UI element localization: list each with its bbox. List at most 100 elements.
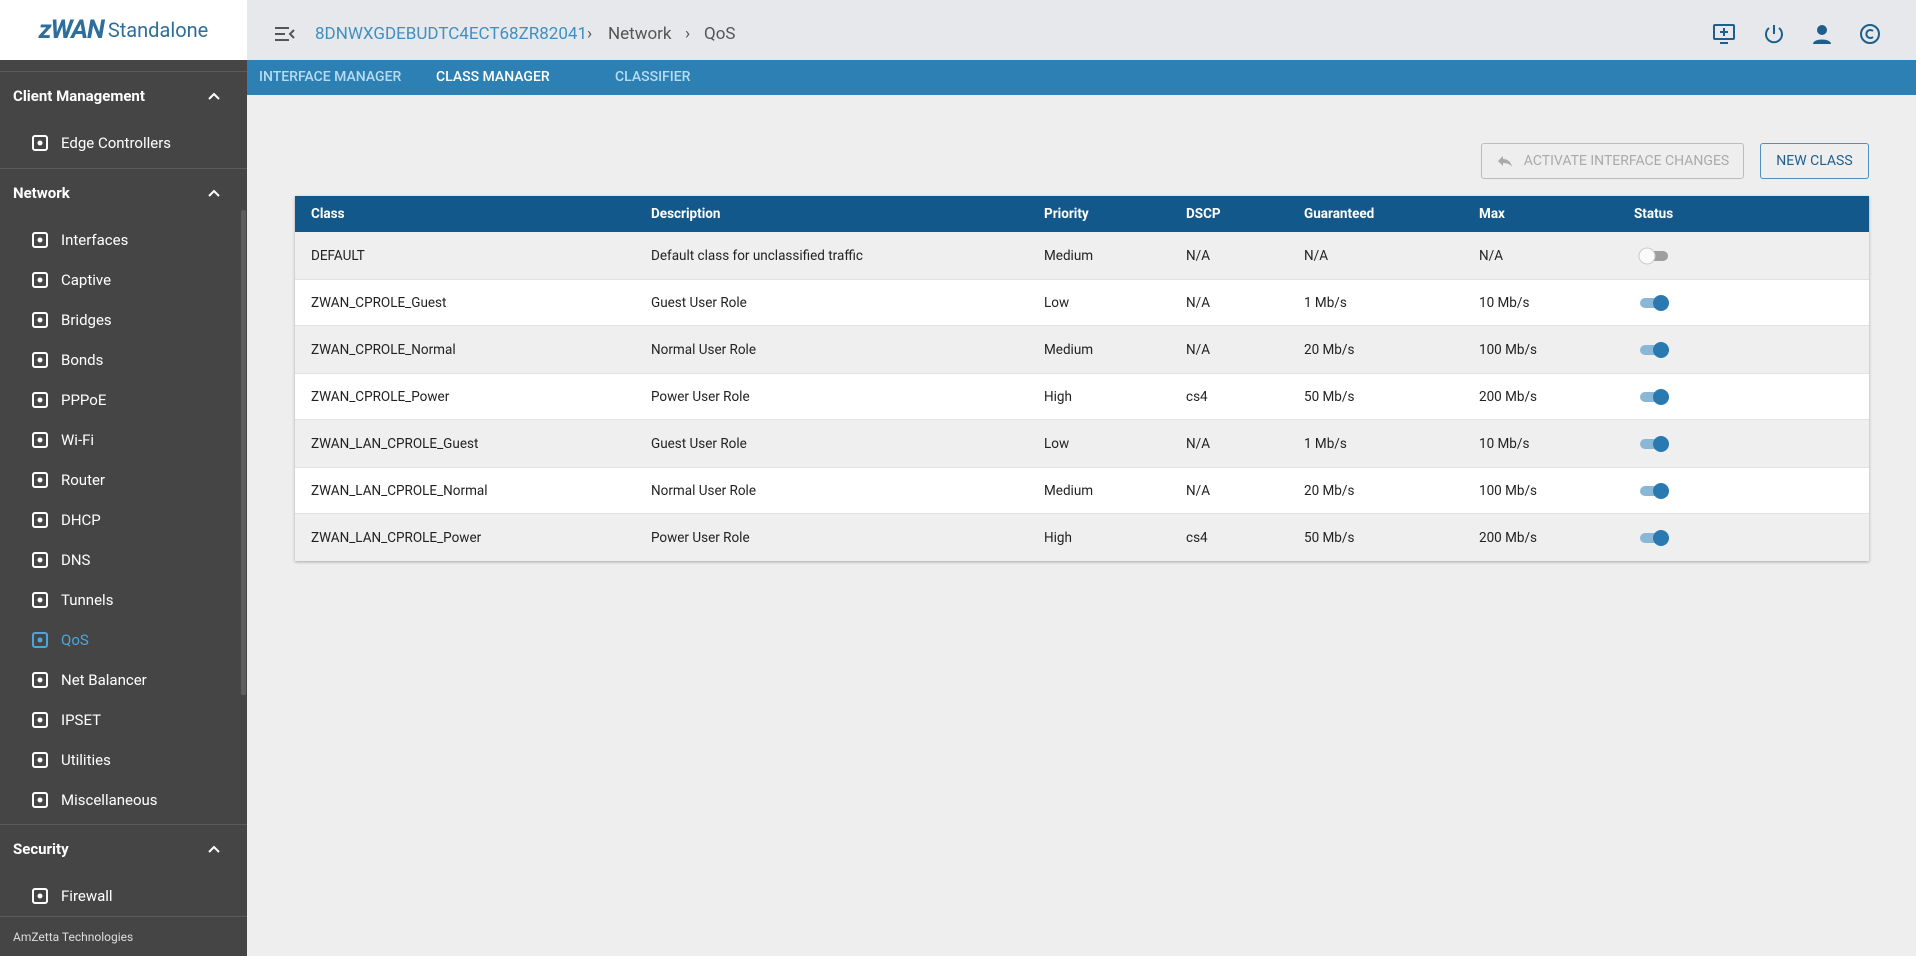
new-class-button[interactable]: NEW CLASS <box>1760 143 1869 179</box>
status-toggle[interactable] <box>1637 246 1673 266</box>
item-icon <box>32 392 48 408</box>
collapse-icon <box>208 189 220 197</box>
sidebar-item[interactable]: Captive <box>0 260 240 300</box>
item-icon <box>32 272 48 288</box>
table-cell: Low <box>1044 294 1070 311</box>
sidebar-item[interactable]: PPPoE <box>0 380 240 420</box>
item-icon <box>32 232 48 248</box>
table-row[interactable]: ZWAN_CPROLE_Power Power User Role High cs4 5… <box>295 373 1869 420</box>
sidebar-item[interactable]: DNS <box>0 540 240 580</box>
sidebar-item[interactable]: Router <box>0 460 240 500</box>
table-row[interactable]: ZWAN_LAN_CPROLE_Guest Guest User Role Low N… <box>295 420 1869 467</box>
sidebar-section[interactable]: Network <box>0 168 247 216</box>
tab[interactable]: INTERFACE MANAGER <box>259 69 402 85</box>
table-cell: N/A <box>1479 247 1504 264</box>
table-cell: 100 Mb/s <box>1479 482 1538 499</box>
power-icon[interactable] <box>1763 23 1785 45</box>
table-cell: Power User Role <box>651 388 750 405</box>
table-cell: N/A <box>1186 482 1211 499</box>
sidebar-item[interactable]: Bonds <box>0 340 240 380</box>
table-cell: 100 Mb/s <box>1479 341 1538 358</box>
scrollbar[interactable] <box>241 210 246 695</box>
sidebar-item[interactable]: Tunnels <box>0 580 240 620</box>
item-icon <box>32 352 48 368</box>
sidebar-item[interactable]: Interfaces <box>0 220 240 260</box>
top-bar: 8DNWXGDEBUDTC4ECT68ZR82041 › Network › Q… <box>247 0 1916 60</box>
sidebar: zWAN Standalone AmZetta Technologies Cli… <box>0 0 247 956</box>
table-cell: Power User Role <box>651 529 750 546</box>
table-row[interactable]: ZWAN_CPROLE_Normal Normal User Role Medium… <box>295 326 1869 373</box>
activate-button[interactable]: ACTIVATE INTERFACE CHANGES <box>1481 143 1744 179</box>
tab[interactable]: CLASSIFIER <box>615 69 691 85</box>
tab[interactable]: CLASS MANAGER <box>436 69 550 85</box>
table-cell: N/A <box>1186 247 1211 264</box>
table-row[interactable]: ZWAN_LAN_CPROLE_Normal Normal User Role Me… <box>295 467 1869 514</box>
table-row[interactable]: ZWAN_CPROLE_Guest Guest User Role Low N/A 1 … <box>295 279 1869 326</box>
undo-icon <box>1497 156 1512 167</box>
sidebar-item[interactable]: Utilities <box>0 740 240 780</box>
column-header: Description <box>651 206 721 222</box>
table-cell: Low <box>1044 435 1070 452</box>
table-cell: N/A <box>1186 435 1211 452</box>
logo[interactable]: zWAN Standalone <box>0 0 247 60</box>
column-header: Max <box>1479 206 1505 222</box>
collapse-icon <box>208 92 220 100</box>
menu-toggle[interactable] <box>273 25 295 43</box>
table-cell: Normal User Role <box>651 341 756 358</box>
breadcrumb-current: QoS <box>704 24 736 44</box>
sidebar-section[interactable]: Security <box>0 824 247 872</box>
item-icon <box>32 712 48 728</box>
table-cell: ZWAN_CPROLE_Power <box>311 388 450 405</box>
breadcrumb-separator: › <box>685 24 691 44</box>
column-header: DSCP <box>1186 206 1221 222</box>
column-header: Status <box>1634 206 1674 222</box>
sidebar-footer: AmZetta Technologies <box>0 916 247 956</box>
table-cell: N/A <box>1186 341 1211 358</box>
status-toggle[interactable] <box>1637 481 1673 501</box>
table-cell: 1 Mb/s <box>1304 435 1347 452</box>
table-cell: 200 Mb/s <box>1479 388 1538 405</box>
table-cell: cs4 <box>1186 388 1208 405</box>
tab-bar: INTERFACE MANAGER CLASS MANAGER CLASSIFIER <box>247 60 1916 95</box>
table-cell: ZWAN_CPROLE_Guest <box>311 294 447 311</box>
table-cell: Medium <box>1044 247 1094 264</box>
table-cell: 50 Mb/s <box>1304 388 1355 405</box>
item-icon <box>32 432 48 448</box>
item-icon <box>32 472 48 488</box>
sidebar-item[interactable]: Wi-Fi <box>0 420 240 460</box>
table-row[interactable]: ZWAN_LAN_CPROLE_Power Power User Role High… <box>295 514 1869 561</box>
sidebar-item[interactable]: Bridges <box>0 300 240 340</box>
table-header: Class Description Priority DSCP Guaranteed Ma… <box>295 196 1869 232</box>
copyright-icon[interactable] <box>1859 23 1881 45</box>
sidebar-item[interactable]: Edge Controllers <box>0 123 240 163</box>
status-toggle[interactable] <box>1637 434 1673 454</box>
status-toggle[interactable] <box>1637 387 1673 407</box>
table-cell: Medium <box>1044 482 1094 499</box>
item-icon <box>32 135 48 151</box>
status-toggle[interactable] <box>1637 528 1673 548</box>
table-cell: ZWAN_LAN_CPROLE_Guest <box>311 435 479 452</box>
sidebar-item[interactable]: DHCP <box>0 500 240 540</box>
sidebar-item[interactable]: Firewall <box>0 876 240 916</box>
sidebar-item[interactable]: IPSET <box>0 700 240 740</box>
breadcrumb-separator: › <box>587 24 593 44</box>
table-cell: ZWAN_LAN_CPROLE_Normal <box>311 482 488 499</box>
table-cell: cs4 <box>1186 529 1208 546</box>
item-icon <box>32 888 48 904</box>
table-cell: 10 Mb/s <box>1479 294 1530 311</box>
item-icon <box>32 552 48 568</box>
sidebar-item[interactable]: Net Balancer <box>0 660 240 700</box>
sidebar-item[interactable]: Miscellaneous <box>0 780 240 820</box>
table-row[interactable]: DEFAULT Default class for unclassified tr… <box>295 232 1869 279</box>
breadcrumb-device[interactable]: 8DNWXGDEBUDTC4ECT68ZR82041 <box>315 24 588 44</box>
table-cell: Default class for unclassified traffic <box>651 247 863 264</box>
breadcrumb-section[interactable]: Network <box>608 24 672 44</box>
table-cell: High <box>1044 529 1072 546</box>
monitor-icon[interactable] <box>1712 23 1736 45</box>
status-toggle[interactable] <box>1637 293 1673 313</box>
sidebar-item[interactable]: QoS <box>0 620 240 660</box>
sidebar-section[interactable]: Client Management <box>0 71 247 119</box>
user-icon[interactable] <box>1811 23 1833 45</box>
status-toggle[interactable] <box>1637 340 1673 360</box>
